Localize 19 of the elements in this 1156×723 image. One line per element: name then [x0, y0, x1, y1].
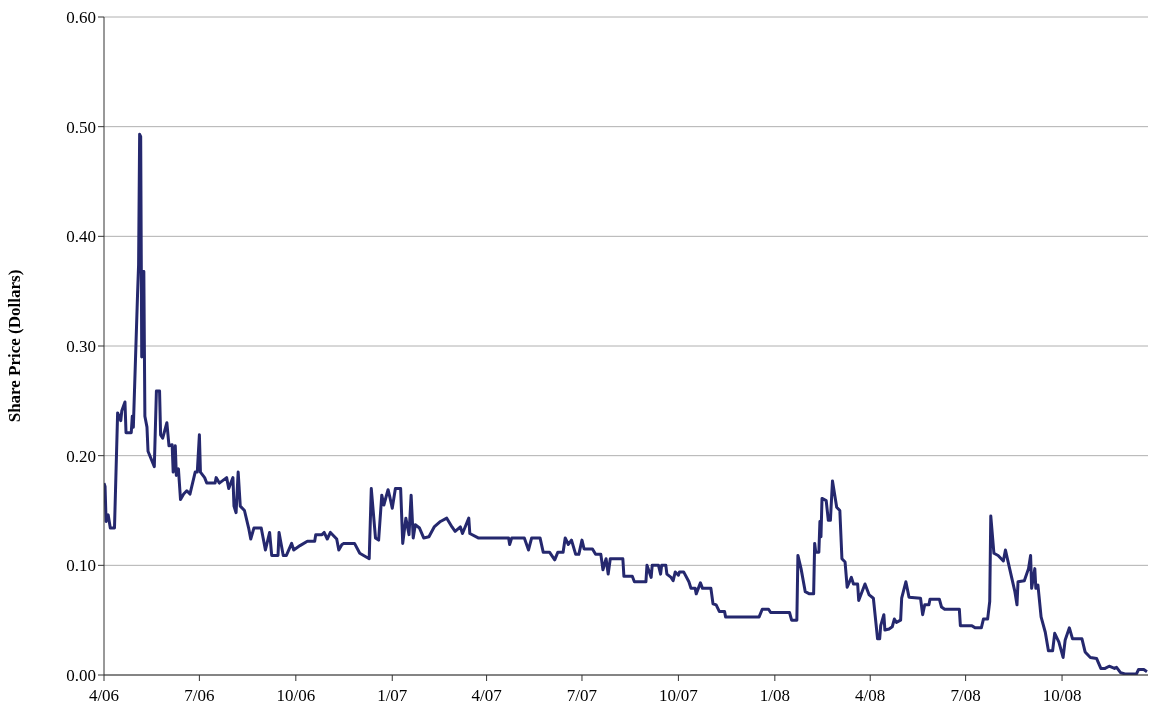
x-tick-label: 4/08	[855, 686, 886, 706]
y-axis-title: Share Price (Dollars)	[5, 269, 25, 423]
x-tick-label: 10/08	[1042, 686, 1082, 706]
y-tick-label: 0.20	[66, 446, 96, 466]
x-tick-label: 4/07	[471, 686, 503, 706]
x-tick-label: 1/07	[377, 686, 408, 706]
x-tick-label: 10/07	[659, 686, 699, 706]
y-tick-label: 0.50	[66, 117, 96, 137]
x-tick-label: 10/06	[276, 686, 316, 706]
y-tick-label: 0.60	[66, 8, 96, 28]
y-tick-label: 0.10	[66, 556, 96, 576]
x-tick-label: 1/08	[759, 686, 790, 706]
x-tick-label: 7/08	[950, 686, 981, 706]
y-tick-label: 0.00	[66, 666, 96, 686]
y-tick-label: 0.30	[66, 337, 96, 357]
y-tick-label: 0.40	[66, 227, 96, 247]
x-tick-label: 7/07	[566, 686, 598, 706]
x-tick-label: 7/06	[184, 686, 215, 706]
x-tick-label: 4/06	[88, 686, 120, 706]
